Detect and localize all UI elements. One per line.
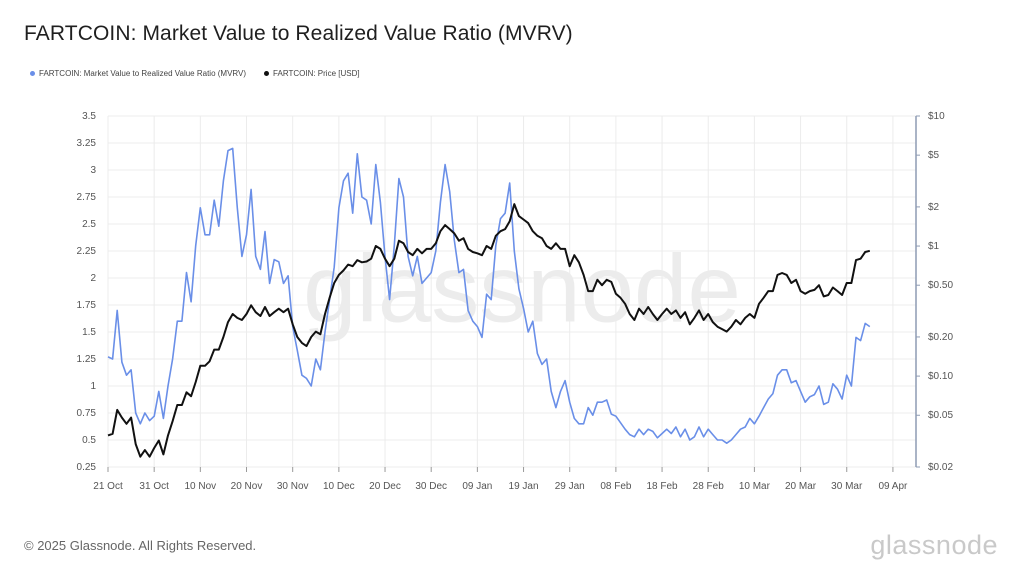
- x-tick-label: 20 Mar: [785, 481, 817, 492]
- copyright-footer: © 2025 Glassnode. All Rights Reserved.: [24, 538, 257, 553]
- glassnode-logo: glassnode: [870, 530, 998, 560]
- x-tick-label: 09 Jan: [462, 481, 492, 492]
- y-right-tick-label: $0.10: [928, 371, 953, 382]
- y-right-tick-label: $0.50: [928, 280, 953, 291]
- legend-label-price: FARTCOIN: Price [USD]: [273, 69, 360, 78]
- x-tick-label: 20 Nov: [231, 481, 263, 492]
- page-title: FARTCOIN: Market Value to Realized Value…: [24, 22, 573, 45]
- axis-layer: 0.25 0.5 0.75 1 1.25 1.5 1.75 2 2.25 2.5 2.75 3 3.25…: [77, 111, 954, 492]
- y-left-tick-label: 3.25: [77, 138, 97, 149]
- y-left-tick-label: 2.5: [82, 219, 96, 230]
- y-left-tick-label: 1.75: [77, 300, 97, 311]
- x-tick-label: 31 Oct: [139, 481, 169, 492]
- chart-watermark: glassnode: [303, 236, 741, 343]
- series-layer: [107, 147, 871, 458]
- legend-item-price[interactable]: FARTCOIN: Price [USD]: [264, 69, 360, 78]
- y-left-tick-label: 1.5: [82, 327, 96, 338]
- y-left-tick-label: 0.75: [77, 408, 97, 419]
- x-tick-label: 10 Nov: [184, 481, 216, 492]
- x-tick-label: 30 Dec: [415, 481, 447, 492]
- mvrv-series-line[interactable]: [107, 147, 871, 445]
- x-tick-label: 21 Oct: [93, 481, 123, 492]
- y-left-tick-label: 2: [90, 273, 96, 284]
- y-left-tick-label: 0.5: [82, 435, 96, 446]
- y-left-tick-label: 3: [90, 165, 96, 176]
- price-series-line[interactable]: [107, 203, 871, 458]
- y-left-tick-label: 1: [90, 381, 96, 392]
- legend-dot-mvrv: [30, 71, 35, 76]
- x-tick-label: 29 Jan: [555, 481, 585, 492]
- legend-dot-price: [264, 71, 270, 76]
- y-right-tick-label: $0.05: [928, 410, 953, 421]
- y-right-tick-label: $0.20: [928, 332, 953, 343]
- x-tick-label: 10 Dec: [323, 481, 355, 492]
- x-tick-label: 08 Feb: [600, 481, 632, 492]
- x-tick-label: 19 Jan: [509, 481, 539, 492]
- legend-label-mvrv: FARTCOIN: Market Value to Realized Value…: [39, 69, 247, 78]
- legend-item-mvrv[interactable]: FARTCOIN: Market Value to Realized Value…: [30, 69, 246, 78]
- y-left-tick-label: 2.75: [77, 192, 97, 203]
- x-tick-label: 30 Mar: [831, 481, 863, 492]
- y-right-tick-label: $1: [928, 241, 940, 252]
- x-tick-label: 10 Mar: [739, 481, 771, 492]
- y-left-tick-label: 3.5: [82, 111, 96, 122]
- y-right-tick-label: $2: [928, 202, 940, 213]
- x-tick-label: 28 Feb: [693, 481, 725, 492]
- x-tick-label: 30 Nov: [277, 481, 309, 492]
- y-right-tick-label: $10: [928, 111, 945, 122]
- x-tick-label: 20 Dec: [369, 481, 401, 492]
- y-right-tick-label: $0.02: [928, 462, 953, 473]
- chart-legend: FARTCOIN: Market Value to Realized Value…: [30, 69, 360, 78]
- y-left-tick-label: 1.25: [77, 354, 97, 365]
- x-tick-label: 18 Feb: [646, 481, 678, 492]
- x-tick-label: 09 Apr: [878, 481, 908, 492]
- y-left-tick-label: 0.25: [77, 462, 97, 473]
- y-left-tick-label: 2.25: [77, 246, 97, 257]
- y-right-tick-label: $5: [928, 150, 940, 161]
